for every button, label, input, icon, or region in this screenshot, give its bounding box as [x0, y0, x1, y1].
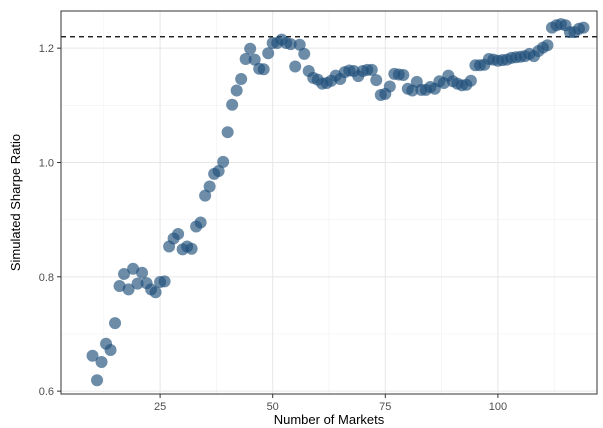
x-tick-label: 50	[267, 401, 279, 413]
data-point	[244, 42, 257, 55]
data-point	[298, 47, 311, 60]
x-tick-label: 25	[154, 401, 166, 413]
data-point	[212, 165, 225, 178]
major-gridlines	[61, 11, 597, 394]
data-point	[230, 84, 243, 97]
y-tick-label: 0.6	[39, 386, 54, 398]
data-points	[86, 18, 590, 387]
data-point	[127, 262, 140, 275]
data-point	[257, 63, 270, 76]
data-point	[383, 80, 396, 93]
data-point	[397, 69, 410, 82]
panel-border	[60, 10, 598, 395]
data-point	[149, 286, 162, 299]
data-point	[199, 189, 212, 202]
x-axis-ticks: 25 50 75 100	[154, 394, 507, 413]
y-tick-label: 1.0	[39, 157, 54, 169]
data-point	[293, 38, 306, 51]
y-axis-title: Simulated Sharpe Ratio	[8, 134, 23, 271]
data-point	[217, 155, 230, 168]
data-point	[577, 21, 590, 34]
x-axis-title: Number of Markets	[274, 412, 385, 427]
y-tick-label: 1.2	[39, 43, 54, 55]
data-point	[235, 73, 248, 86]
data-point	[226, 98, 239, 111]
data-point	[91, 374, 104, 387]
data-point	[104, 343, 117, 356]
data-point	[158, 275, 171, 288]
data-point	[122, 283, 135, 296]
data-point	[239, 53, 252, 66]
data-point	[284, 38, 297, 51]
data-point	[365, 63, 378, 76]
data-point	[172, 227, 185, 240]
data-point	[136, 266, 149, 279]
data-point	[194, 216, 207, 229]
data-point	[541, 39, 554, 52]
data-point	[185, 242, 198, 255]
data-point	[118, 267, 131, 280]
data-point	[203, 180, 216, 193]
x-tick-label: 75	[379, 401, 391, 413]
minor-gridlines	[61, 11, 597, 394]
x-tick-label: 100	[489, 401, 507, 413]
data-point	[221, 126, 234, 139]
data-point	[131, 277, 144, 290]
data-point	[370, 74, 383, 87]
data-point	[95, 355, 108, 368]
y-tick-label: 0.8	[39, 272, 54, 284]
data-point	[262, 47, 275, 60]
data-point	[464, 74, 477, 87]
data-point	[248, 53, 261, 66]
data-point	[289, 60, 302, 73]
y-axis-ticks: 0.6 0.8 1.0 1.2	[39, 43, 61, 398]
data-point	[113, 279, 126, 292]
data-point	[109, 317, 122, 330]
data-point	[86, 349, 99, 362]
